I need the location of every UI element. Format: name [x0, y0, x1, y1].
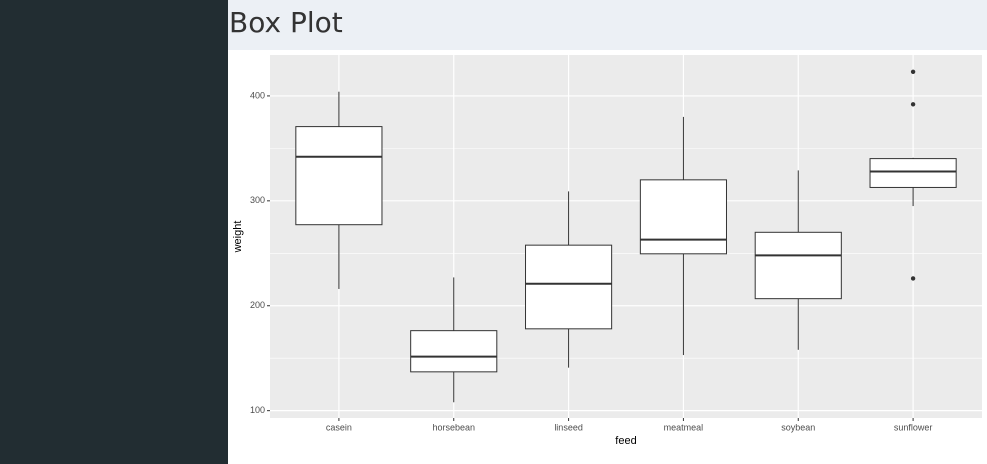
x-tick-label: soybean	[781, 422, 815, 432]
box	[869, 158, 957, 188]
box	[295, 126, 383, 226]
sidebar	[0, 0, 228, 464]
plot-panel	[270, 55, 982, 418]
x-tick-label: sunflower	[894, 422, 933, 432]
outlier	[910, 276, 916, 281]
header: Box Plot	[228, 0, 987, 50]
x-tick-label: horsebean	[432, 422, 475, 432]
box	[754, 231, 842, 300]
box	[410, 330, 498, 373]
y-tick-label: 100	[250, 405, 265, 415]
x-tick-label: meatmeal	[664, 422, 704, 432]
y-axis-label: weight	[232, 221, 244, 254]
y-tick-label: 400	[250, 90, 265, 100]
y-tick-label: 200	[250, 300, 265, 310]
x-tick-label: casein	[326, 422, 352, 432]
x-tick-label: linseed	[554, 422, 583, 432]
x-axis-label: feed	[615, 435, 636, 447]
outlier	[910, 102, 916, 107]
box	[525, 244, 613, 330]
page-title: Box Plot	[229, 6, 343, 39]
chart: 100 200 300 400 casein horsebean linseed meatme…	[232, 55, 982, 447]
box	[639, 179, 727, 255]
y-tick-label: 300	[250, 195, 265, 205]
outlier	[910, 69, 916, 74]
